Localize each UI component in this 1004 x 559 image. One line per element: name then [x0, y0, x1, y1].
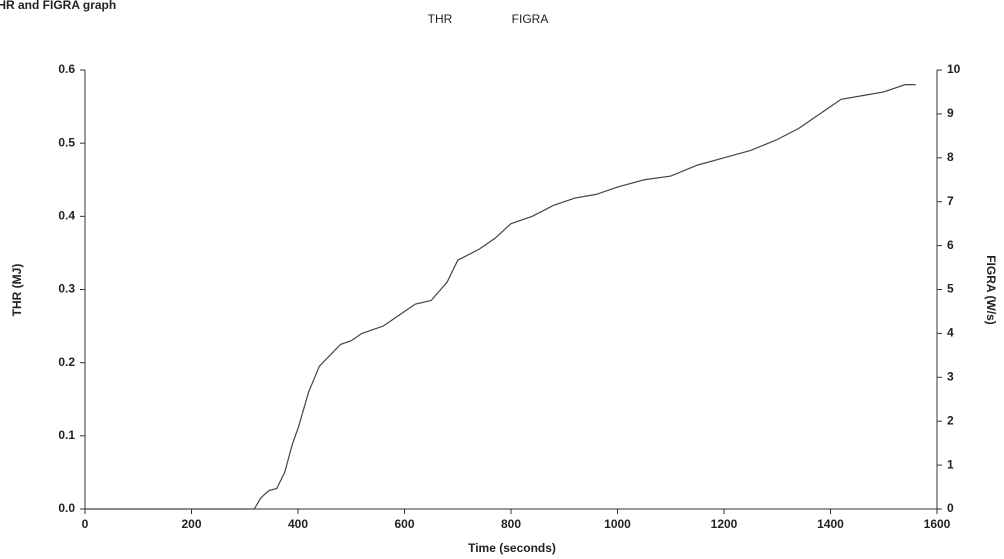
- y-tick-label: 0.2: [58, 355, 75, 369]
- y2-tick-label: 10: [947, 62, 961, 76]
- x-tick-label: 200: [181, 517, 201, 531]
- y2-tick-label: 8: [947, 150, 954, 164]
- y-axis-label: THR (MJ): [10, 264, 24, 317]
- y-tick-label: 0.6: [58, 62, 75, 76]
- y-tick-label: 0.1: [58, 428, 75, 442]
- data-line: [85, 84, 916, 510]
- chart-title: THR and FIGRA graph: [0, 0, 116, 12]
- y-tick-label: 0.0: [58, 501, 75, 515]
- y2-tick-label: 3: [947, 369, 954, 383]
- y-tick-label: 0.4: [58, 209, 75, 223]
- x-tick-label: 600: [394, 517, 414, 531]
- x-axis-label: Time (seconds): [468, 541, 556, 555]
- y2-tick-label: 6: [947, 238, 954, 252]
- y2-tick-label: 0: [947, 501, 954, 515]
- y2-tick-label: 4: [947, 326, 954, 340]
- y-tick-label: 0.3: [58, 282, 75, 296]
- x-tick-label: 0: [82, 517, 89, 531]
- y2-tick-label: 5: [947, 282, 954, 296]
- x-tick-label: 1000: [604, 517, 631, 531]
- legend-entry: THR: [428, 12, 453, 26]
- y2-tick-label: 7: [947, 194, 954, 208]
- y2-axis-label: FIGRA (W/s): [984, 255, 998, 325]
- y2-tick-label: 1: [947, 457, 954, 471]
- y2-tick-label: 9: [947, 106, 954, 120]
- x-tick-label: 1200: [711, 517, 738, 531]
- legend-entry: FIGRA: [512, 12, 549, 26]
- y-tick-label: 0.5: [58, 135, 75, 149]
- y2-tick-label: 2: [947, 413, 954, 427]
- x-tick-label: 1400: [817, 517, 844, 531]
- x-tick-label: 400: [288, 517, 308, 531]
- x-tick-label: 1600: [924, 517, 951, 531]
- x-tick-label: 800: [501, 517, 521, 531]
